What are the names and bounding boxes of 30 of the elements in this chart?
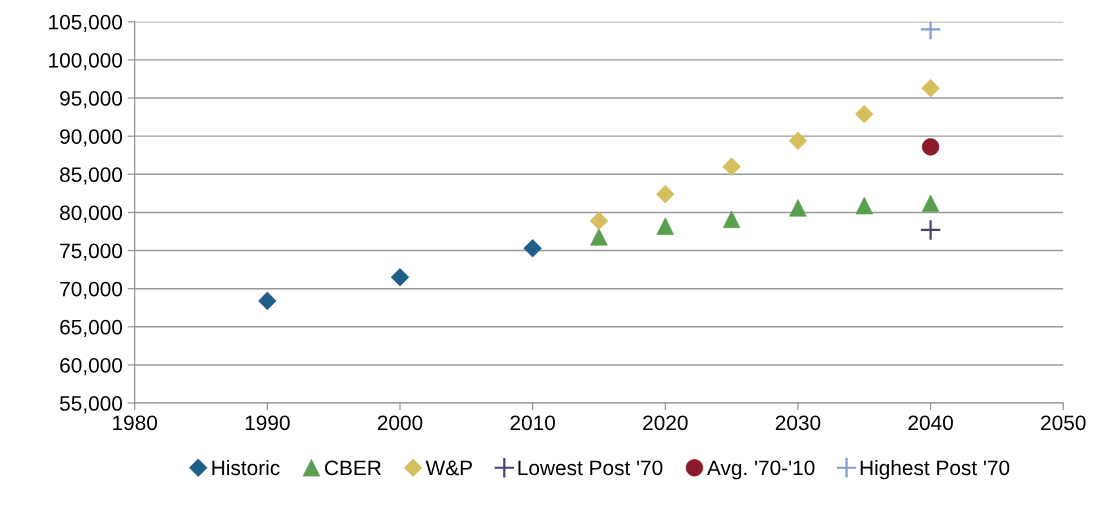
x-tick-label: 1980 bbox=[113, 415, 158, 431]
point bbox=[788, 131, 808, 150]
y-tick-label: 55,000 bbox=[60, 396, 123, 414]
legend-label: Historic bbox=[212, 459, 280, 476]
y-tick-label: 85,000 bbox=[60, 167, 123, 185]
y-tick-label: 100,000 bbox=[49, 52, 123, 71]
legend-label: W&P bbox=[425, 460, 472, 476]
legend-label: CBER bbox=[325, 460, 381, 476]
point bbox=[855, 104, 874, 124]
point bbox=[722, 210, 741, 228]
x-tick-label: 2040 bbox=[908, 415, 953, 431]
legend-label: Lowest Post '70 bbox=[518, 460, 663, 476]
y-tick-label: 75,000 bbox=[60, 243, 123, 261]
y-tick-label: 65,000 bbox=[60, 319, 123, 338]
y-tick-label: 90,000 bbox=[60, 129, 123, 147]
legend-label: Avg. '70-'10 bbox=[707, 460, 815, 480]
y-tick-label: 95,000 bbox=[60, 91, 123, 109]
x-tick-label: 2050 bbox=[1041, 415, 1086, 431]
y-tick-label: 80,000 bbox=[60, 205, 123, 223]
x-tick-label: 2000 bbox=[377, 415, 423, 431]
y-tick-label: 60,000 bbox=[60, 357, 123, 376]
point bbox=[919, 219, 942, 241]
y-tick-label: 105,000 bbox=[49, 14, 123, 33]
x-tick-label: 1990 bbox=[245, 415, 290, 431]
legend-label: Highest Post '70 bbox=[860, 459, 1010, 480]
x-tick-label: 2010 bbox=[510, 415, 555, 431]
point bbox=[919, 21, 942, 41]
x-tick-label: 2020 bbox=[643, 415, 688, 431]
y-tick-label: 70,000 bbox=[60, 281, 123, 299]
x-tick-label: 2030 bbox=[775, 415, 821, 431]
